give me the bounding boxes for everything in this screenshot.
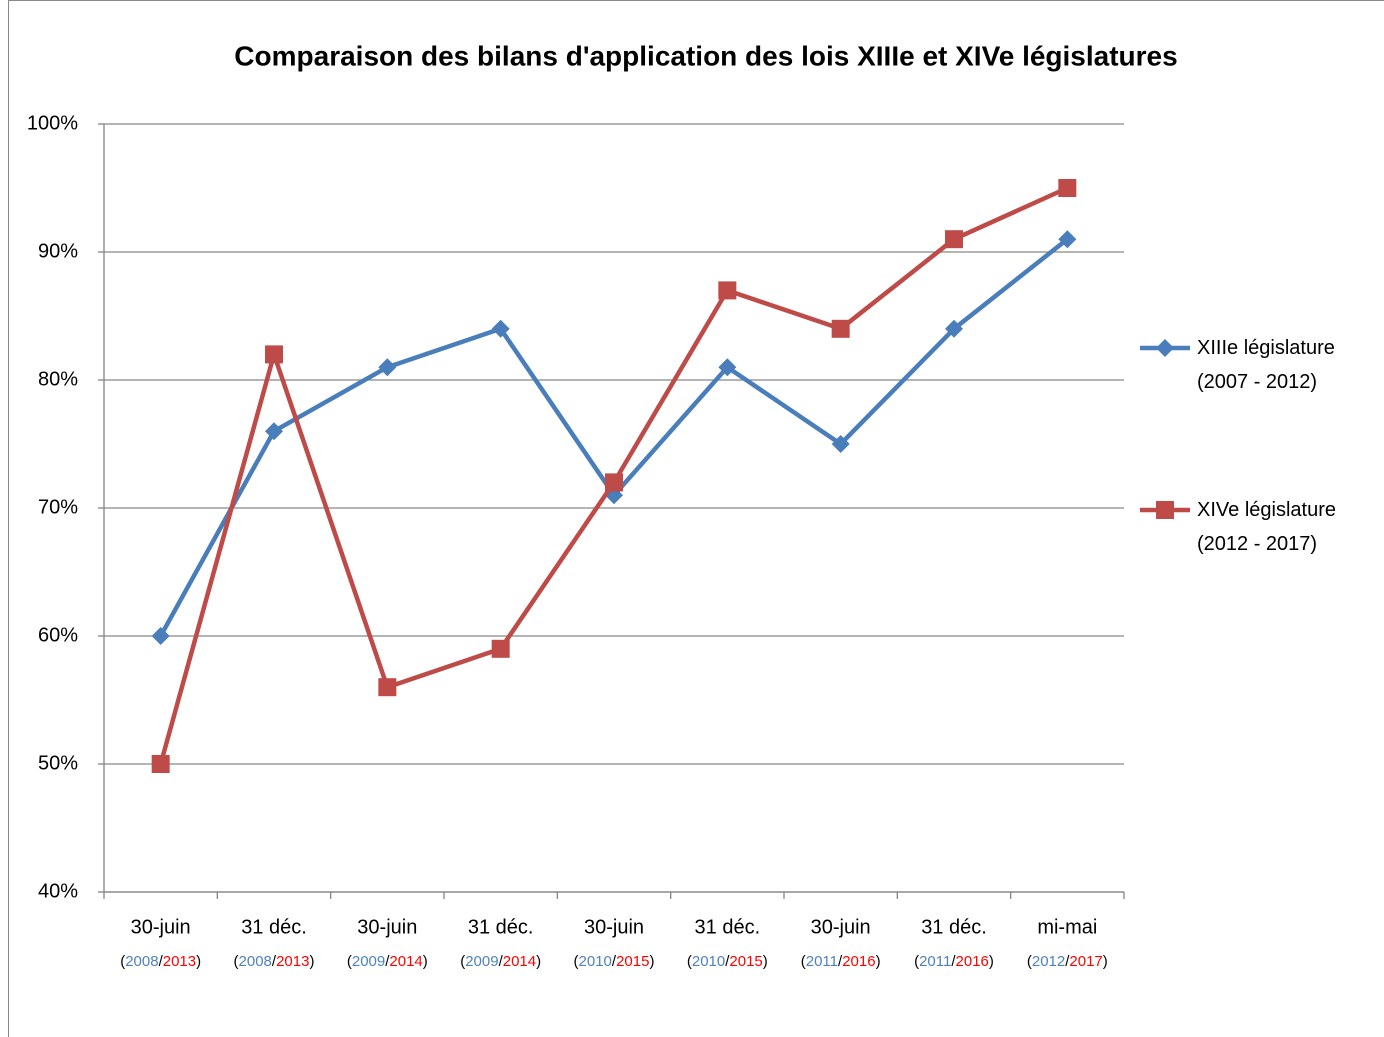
x-tick-sublabel: (2010/2015) (687, 953, 768, 970)
x-tick-sublabel-part: 2011 (919, 953, 951, 970)
legend-label: XIIIe législature (2007 - 2012) (1197, 337, 1335, 393)
x-tick-label: mi-mai (1037, 916, 1097, 938)
x-tick-sublabel: (2010/2015) (574, 953, 655, 970)
x-tick-label: 31 déc. (241, 916, 307, 938)
x-tick-sublabel-part: ) (876, 953, 881, 970)
x-tick-sublabel: (2008/2013) (234, 953, 315, 970)
x-tick-sublabel-part: / (725, 953, 730, 970)
x-tick-sublabel-part: / (499, 953, 504, 970)
point (1058, 230, 1077, 249)
x-tick-sublabel-part: 2011 (806, 953, 838, 970)
point (1156, 339, 1174, 357)
x-tick-sublabel-part: 2013 (276, 953, 309, 970)
y-tick-label: 90% (38, 240, 78, 262)
point (378, 358, 397, 377)
y-tick-label: 60% (38, 624, 78, 646)
x-tick-sublabel-part: ( (120, 953, 125, 970)
y-tick-label: 100% (27, 112, 78, 134)
x-tick-label: 30-juin (584, 916, 644, 938)
x-tick-sublabel-part: ) (989, 953, 994, 970)
x-tick-sublabel-part: 2017 (1069, 953, 1102, 970)
chart-border (8, 0, 1384, 1037)
x-tick-sublabel-part: ) (763, 953, 768, 970)
x-tick-sublabel-part: ( (347, 953, 352, 970)
x-tick-sublabel-part: ( (460, 953, 465, 970)
x-tick-sublabel-part: ( (1027, 953, 1032, 970)
legend-label: XIVe législature (2012 - 2017) (1197, 499, 1336, 555)
x-tick-sublabel-part: 2014 (503, 953, 536, 970)
x-tick-sublabel-part: 2015 (616, 953, 649, 970)
x-tick-sublabel-part: 2009 (352, 953, 385, 970)
x-tick-sublabel-part: 2009 (465, 953, 498, 970)
point (945, 319, 963, 338)
y-tick-label: 50% (38, 752, 78, 774)
point (718, 358, 737, 377)
point (718, 281, 737, 300)
point (491, 319, 510, 338)
x-tick-sublabel-part: 2012 (1032, 953, 1065, 970)
x-tick-sublabel-part: 2010 (579, 953, 612, 970)
y-tick-label: 80% (38, 368, 78, 390)
x-tick-sublabel: (2009/2014) (460, 953, 541, 970)
point (151, 755, 170, 773)
x-tick-sublabel-part: ) (309, 953, 314, 970)
point (1058, 179, 1077, 197)
x-tick-label: 31 déc. (468, 916, 534, 938)
x-tick-sublabel-part: ) (649, 953, 654, 970)
x-tick-sublabel-part: 2014 (389, 953, 422, 970)
y-tick-label: 40% (38, 880, 78, 902)
x-tick-label: 30-juin (357, 916, 417, 938)
y-tick-label: 70% (38, 496, 78, 518)
x-tick-sublabel-part: ( (574, 953, 579, 970)
x-tick-sublabel-part: / (951, 953, 956, 970)
x-tick-sublabel-part: ) (536, 953, 541, 970)
point (491, 639, 510, 658)
x-tick-label: 30-juin (131, 916, 191, 938)
x-tick-sublabel-part: 2008 (239, 953, 272, 970)
x-tick-sublabel-part: / (272, 953, 277, 970)
chart-title: Comparaison des bilans d'application des… (234, 40, 1177, 71)
point (151, 627, 170, 645)
x-tick-sublabel-part: 2013 (163, 953, 196, 970)
x-tick-sublabel-part: 2016 (956, 953, 989, 970)
x-tick-label: 31 déc. (695, 916, 761, 938)
point (1156, 501, 1174, 519)
point (831, 319, 850, 338)
x-tick-sublabel-part: 2008 (125, 953, 158, 970)
x-tick-label: 31 déc. (921, 916, 987, 938)
point (605, 473, 623, 492)
x-tick-sublabel: (2009/2014) (347, 953, 428, 970)
x-tick-sublabel-part: / (385, 953, 390, 970)
point (945, 230, 963, 249)
x-tick-sublabel-part: 2015 (729, 953, 762, 970)
x-tick-sublabel-part: / (612, 953, 617, 970)
x-tick-sublabel-part: / (838, 953, 843, 970)
x-tick-sublabel-part: ) (1103, 953, 1108, 970)
x-tick-sublabel-part: ( (914, 953, 919, 970)
x-tick-sublabel-part: / (1065, 953, 1070, 970)
x-tick-label: 30-juin (811, 916, 871, 938)
x-tick-sublabel: (2011/2016) (914, 953, 994, 970)
point (265, 422, 283, 441)
x-tick-sublabel: (2012/2017) (1027, 953, 1108, 970)
x-tick-sublabel-part: ( (687, 953, 692, 970)
x-tick-sublabel-part: ) (423, 953, 428, 970)
x-tick-sublabel: (2011/2016) (801, 953, 881, 970)
x-tick-sublabel-part: 2010 (692, 953, 725, 970)
point (378, 678, 397, 697)
point (265, 345, 283, 364)
x-tick-sublabel: (2008/2013) (120, 953, 201, 970)
x-tick-sublabel-part: ( (801, 953, 806, 970)
point (831, 435, 850, 453)
x-tick-sublabel-part: ( (234, 953, 239, 970)
x-tick-sublabel-part: 2016 (842, 953, 875, 970)
x-tick-sublabel-part: ) (196, 953, 201, 970)
x-tick-sublabel-part: / (159, 953, 164, 970)
